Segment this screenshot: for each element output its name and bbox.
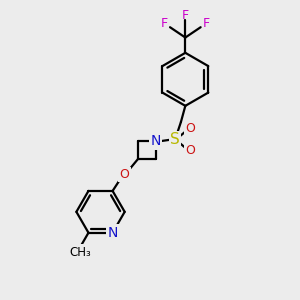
Text: F: F: [182, 9, 189, 22]
Text: O: O: [185, 144, 195, 158]
Text: CH₃: CH₃: [70, 246, 91, 259]
Text: S: S: [170, 132, 180, 147]
Text: F: F: [161, 17, 168, 30]
Text: F: F: [202, 17, 209, 30]
Text: O: O: [185, 122, 195, 135]
Text: N: N: [151, 134, 161, 148]
Text: O: O: [119, 168, 129, 181]
Text: N: N: [107, 226, 118, 240]
